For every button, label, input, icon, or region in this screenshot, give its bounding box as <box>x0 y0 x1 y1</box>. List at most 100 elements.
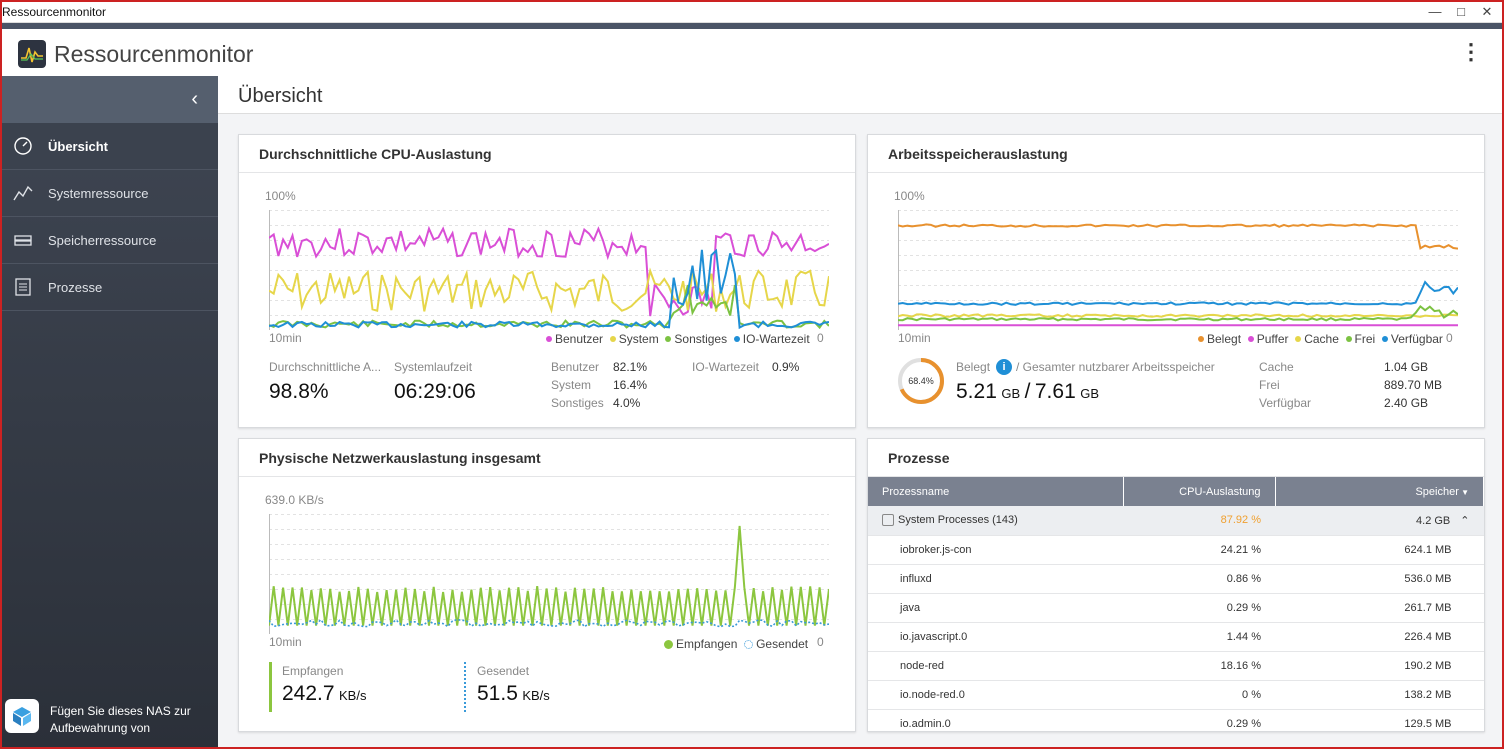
app-header: Ressourcenmonitor ⋮ <box>2 29 1502 76</box>
frei-value: 889.70 MB <box>1384 378 1443 392</box>
sidebar-item-prozesse[interactable]: Prozesse <box>2 264 218 311</box>
table-row[interactable]: io.admin.0 0.29 % 129.5 MB <box>868 709 1484 731</box>
legend-cache: Cache <box>1295 332 1339 346</box>
line-chart-icon <box>13 185 33 201</box>
uptime-label: Systemlaufzeit <box>394 360 473 374</box>
col-speicher[interactable]: Speicher ▼ <box>1275 477 1484 506</box>
processes-card: Prozesse Prozessname CPU-Auslastung Spei… <box>867 438 1485 732</box>
stat-benutzer-value: 82.1% <box>613 360 648 374</box>
series-io <box>269 248 829 330</box>
nas-app-icon <box>5 699 39 733</box>
sidebar-footer[interactable]: Fügen Sie dieses NAS zur Aufbewahrung vo… <box>2 692 218 747</box>
net-x-left: 10min <box>269 635 302 649</box>
mem-legend: Belegt Puffer Cache Frei Verfügbar <box>1198 332 1443 346</box>
memory-ring-label: 68.4% <box>908 376 934 386</box>
table-row[interactable]: iobroker.js-con 24.21 % 624.1 MB <box>868 535 1484 565</box>
sent-bar <box>464 662 466 712</box>
sidebar-item-uebersicht[interactable]: Übersicht <box>2 123 218 170</box>
memory-chart <box>898 210 1458 330</box>
recv-label: Empfangen <box>282 664 344 678</box>
legend-puffer: Puffer <box>1247 332 1289 346</box>
net-x-right: 0 <box>817 635 824 649</box>
io-value: 0.9% <box>772 360 800 374</box>
main-content: Übersicht Durchschnittliche CPU-Auslastu… <box>218 76 1502 747</box>
verfuegbar-label: Verfügbar <box>1259 396 1312 410</box>
network-card-title: Physische Netzwerkauslastung insgesamt <box>239 439 855 477</box>
processes-card-title: Prozesse <box>868 439 1484 477</box>
cpu-legend: Benutzer System Sonstiges IO-Wartezeit <box>546 332 810 346</box>
sidebar-item-label: Prozesse <box>48 280 103 295</box>
sidebar-item-systemressource[interactable]: Systemressource <box>2 170 218 217</box>
memory-total-unit: GB <box>1080 386 1099 401</box>
process-table: Prozessname CPU-Auslastung Speicher ▼ Sy… <box>868 477 1484 731</box>
cache-label: Cache <box>1259 360 1294 374</box>
table-row[interactable]: influxd 0.86 % 536.0 MB <box>868 564 1484 594</box>
cpu-x-left: 10min <box>269 331 302 345</box>
group-name: System Processes (143) <box>898 514 1018 527</box>
table-row[interactable]: io.node-red.0 0 % 138.2 MB <box>868 680 1484 710</box>
memory-ring: 68.4% <box>898 358 944 404</box>
sidebar-top: ‹ <box>2 76 218 123</box>
sent-value-row: 51.5 KB/s <box>477 682 550 706</box>
memory-card-title: Arbeitsspeicherauslastung <box>868 135 1484 173</box>
col-prozessname[interactable]: Prozessname <box>868 477 1124 506</box>
more-menu-icon[interactable]: ⋮ <box>1460 39 1482 64</box>
series-verfuegbar <box>898 280 1458 306</box>
stat-sonstiges-value: 4.0% <box>613 396 641 410</box>
recv-value: 242.7 <box>282 682 335 705</box>
group-cpu: 87.92 % <box>1123 506 1275 536</box>
mem-x-right: 0 <box>1446 331 1453 345</box>
series-frei <box>898 304 1458 322</box>
cpu-x-right: 0 <box>817 331 824 345</box>
app-title: Ressourcenmonitor <box>54 41 254 67</box>
header-stripe <box>2 23 1502 29</box>
stat-benutzer-label: Benutzer <box>551 360 600 374</box>
recv-unit: KB/s <box>339 688 367 703</box>
legend-io: IO-Wartezeit <box>733 332 810 346</box>
app-logo-icon <box>18 40 46 68</box>
memory-total-value: 7.61 <box>1034 380 1076 403</box>
cpu-y-max: 100% <box>265 189 296 203</box>
sidebar-item-label: Übersicht <box>48 139 108 154</box>
table-row[interactable]: java 0.29 % 261.7 MB <box>868 593 1484 623</box>
legend-gesendet: Gesendet <box>744 637 808 651</box>
used-label: Belegt <box>956 360 991 374</box>
memory-used-total: 5.21 GB / 7.61 GB <box>956 380 1099 404</box>
sidebar-item-speicherressource[interactable]: Speicherressource <box>2 217 218 264</box>
storage-icon <box>14 235 32 246</box>
sent-value: 51.5 <box>477 682 518 705</box>
process-group-icon <box>882 514 894 527</box>
series-benutzer <box>269 225 829 317</box>
cpu-card: Durchschnittliche CPU-Auslastung 100% 10… <box>238 134 856 428</box>
maximize-icon[interactable]: □ <box>1457 4 1465 19</box>
gauge-icon <box>14 137 32 155</box>
table-row[interactable]: node-red 18.16 % 190.2 MB <box>868 651 1484 681</box>
legend-frei: Frei <box>1345 332 1375 346</box>
series-belegt <box>898 223 1458 250</box>
legend-benutzer: Benutzer <box>546 332 603 346</box>
close-icon[interactable]: ✕ <box>1481 4 1493 19</box>
minimize-icon[interactable]: — <box>1428 4 1442 19</box>
stat-system-value: 16.4% <box>613 378 648 392</box>
total-label: / Gesamter nutzbarer Arbeitsspeicher <box>1016 360 1215 374</box>
series-system <box>269 267 829 314</box>
table-row-group[interactable]: System Processes (143) 87.92 % 4.2 GB ⌃ <box>868 506 1484 536</box>
sent-label: Gesendet <box>477 664 530 678</box>
recv-value-row: 242.7 KB/s <box>282 682 366 706</box>
series-cache <box>898 313 1458 318</box>
legend-belegt: Belegt <box>1198 332 1241 346</box>
io-label: IO-Wartezeit <box>692 360 759 374</box>
info-icon[interactable]: i <box>996 359 1012 375</box>
cpu-chart <box>269 210 829 330</box>
legend-system: System <box>609 332 659 346</box>
collapse-sidebar-icon[interactable]: ‹ <box>191 88 198 110</box>
col-cpu[interactable]: CPU-Auslastung <box>1123 477 1276 506</box>
uptime-value: 06:29:06 <box>394 380 476 403</box>
group-mem-cell: 4.2 GB ⌃ <box>1275 506 1484 536</box>
table-row[interactable]: io.javascript.0 1.44 % 226.4 MB <box>868 622 1484 652</box>
mem-y-max: 100% <box>894 189 925 203</box>
cache-value: 1.04 GB <box>1384 360 1429 374</box>
network-card: Physische Netzwerkauslastung insgesamt 6… <box>238 438 856 732</box>
page-title: Übersicht <box>238 85 323 107</box>
